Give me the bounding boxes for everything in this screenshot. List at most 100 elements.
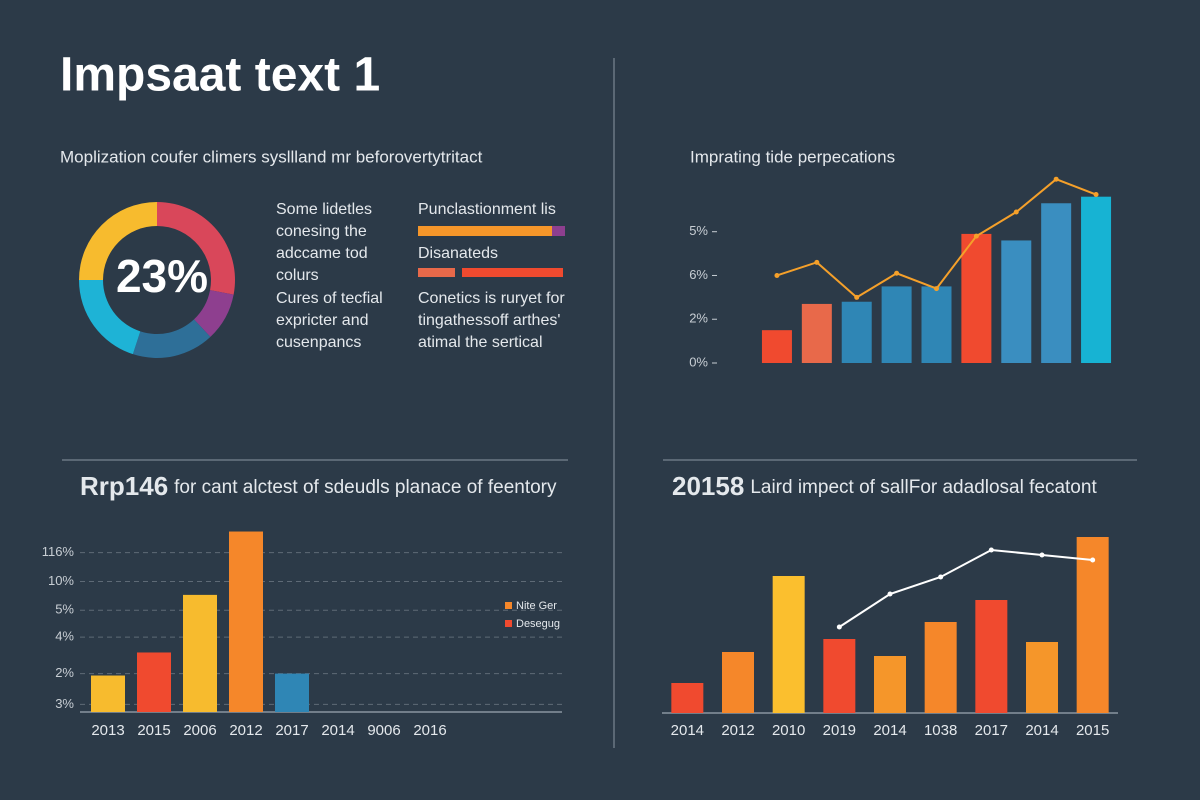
x-tick-label: 2010: [772, 722, 805, 739]
bar: [91, 675, 125, 712]
chart-title: Rrp146 for cant alctest of sdeudls planac…: [80, 471, 557, 501]
bar: [722, 652, 754, 713]
y-tick-label: 2%: [55, 665, 74, 680]
bar: [1076, 537, 1109, 713]
line-point: [774, 272, 780, 278]
progress-bar: [462, 268, 563, 277]
progress-bar: [418, 226, 552, 236]
bar: [275, 673, 309, 712]
y-tick-label: 4%: [55, 629, 74, 644]
bar: [841, 301, 872, 363]
line-point: [934, 286, 939, 292]
y-tick-label: 3%: [55, 696, 74, 711]
line-point: [1013, 209, 1019, 215]
x-tick-label: 2019: [823, 722, 856, 739]
legend-label: Desegug: [516, 618, 560, 630]
line-point: [1090, 557, 1096, 563]
chart-title: Imprating tide perpecations: [690, 147, 895, 166]
bar: [1026, 642, 1058, 713]
subtitle: Moplization coufer climers sysllland mr …: [60, 147, 483, 166]
page-title: Impsaat text 1: [60, 49, 380, 102]
bar: [229, 531, 263, 712]
x-tick-label: 2014: [1025, 722, 1058, 739]
x-tick-label: 2014: [873, 722, 906, 739]
line-point: [887, 591, 893, 597]
bar: [183, 594, 217, 712]
chart-kicker: Rrp146: [80, 471, 168, 501]
bar: [772, 576, 805, 713]
legend-label: Nite Ger: [516, 600, 557, 612]
y-tick-label: 6%: [689, 267, 708, 282]
bar-label: Disanateds: [418, 245, 498, 262]
line-point: [973, 233, 979, 239]
note-text: Cures of tecfial: [276, 290, 383, 307]
donut-slice: [79, 202, 157, 280]
donut-slice: [79, 280, 141, 355]
donut-slice: [193, 290, 234, 337]
x-tick-label: 2015: [1076, 722, 1109, 739]
line-point: [894, 270, 900, 276]
note-text: adccame tod: [276, 245, 368, 262]
progress-bar: [418, 268, 455, 277]
y-tick-label: 10%: [48, 573, 74, 588]
legend-swatch: [505, 602, 512, 609]
y-tick-label: 5%: [55, 602, 74, 617]
x-tick-label: 2006: [183, 722, 216, 739]
note-text: tingathessoff arthes': [418, 312, 560, 329]
donut-slice: [132, 319, 211, 358]
line-point: [836, 624, 842, 630]
x-tick-label: 2015: [137, 722, 170, 739]
bar: [975, 600, 1008, 713]
bar: [137, 652, 171, 712]
y-tick-label: 116%: [42, 544, 75, 559]
note-text: Conetics is ruryet for: [418, 290, 565, 307]
x-tick-label: 2012: [229, 722, 262, 739]
bar: [761, 330, 792, 363]
x-tick-label: 2012: [721, 722, 754, 739]
note-text: cusenpancs: [276, 334, 361, 351]
line-point: [1093, 192, 1099, 198]
note-text: colurs: [276, 267, 319, 284]
bar: [1081, 196, 1112, 363]
x-tick-label: 2014: [671, 722, 704, 739]
bar: [671, 683, 704, 713]
x-tick-label: 2014: [321, 722, 354, 739]
chart-kicker: 20158: [672, 471, 744, 501]
x-tick-label: 9006: [367, 722, 400, 739]
line-point: [988, 547, 994, 553]
bar: [881, 286, 912, 363]
center-label: 23%: [116, 250, 208, 302]
bar: [823, 639, 856, 713]
line-point: [814, 259, 820, 265]
line: [838, 548, 1093, 628]
note-text: expricter and: [276, 312, 369, 329]
x-tick-label: 2013: [91, 722, 124, 739]
bar: [1041, 203, 1072, 363]
line-point: [854, 294, 860, 300]
donut-slice: [157, 202, 235, 295]
x-tick-label: 2017: [975, 722, 1008, 739]
bar: [921, 286, 952, 363]
bar: [1001, 240, 1032, 363]
bar: [961, 233, 992, 363]
x-tick-label: 2017: [275, 722, 308, 739]
legend-swatch: [505, 620, 512, 627]
y-tick-label: 0%: [689, 354, 708, 369]
bar: [924, 622, 957, 713]
chart-title-text: Laird impect of sallFor adadlosal fecato…: [750, 477, 1097, 498]
line-point: [938, 574, 944, 580]
bar-label: Punclastionment lis: [418, 201, 556, 218]
chart-title-text: for cant alctest of sdeudls planace of f…: [174, 477, 557, 498]
x-tick-label: 1038: [924, 722, 957, 739]
bar: [874, 656, 906, 713]
line-point: [1053, 176, 1059, 182]
x-tick-label: 2016: [413, 722, 446, 739]
note-text: Some lidetles: [276, 201, 372, 218]
note-text: atimal the sertical: [418, 334, 543, 351]
note-text: conesing the: [276, 223, 367, 240]
y-tick-label: 5%: [689, 223, 708, 238]
chart-title: 20158 Laird impect of sallFor adadlosal f…: [672, 471, 1097, 501]
y-tick-label: 2%: [689, 311, 708, 326]
